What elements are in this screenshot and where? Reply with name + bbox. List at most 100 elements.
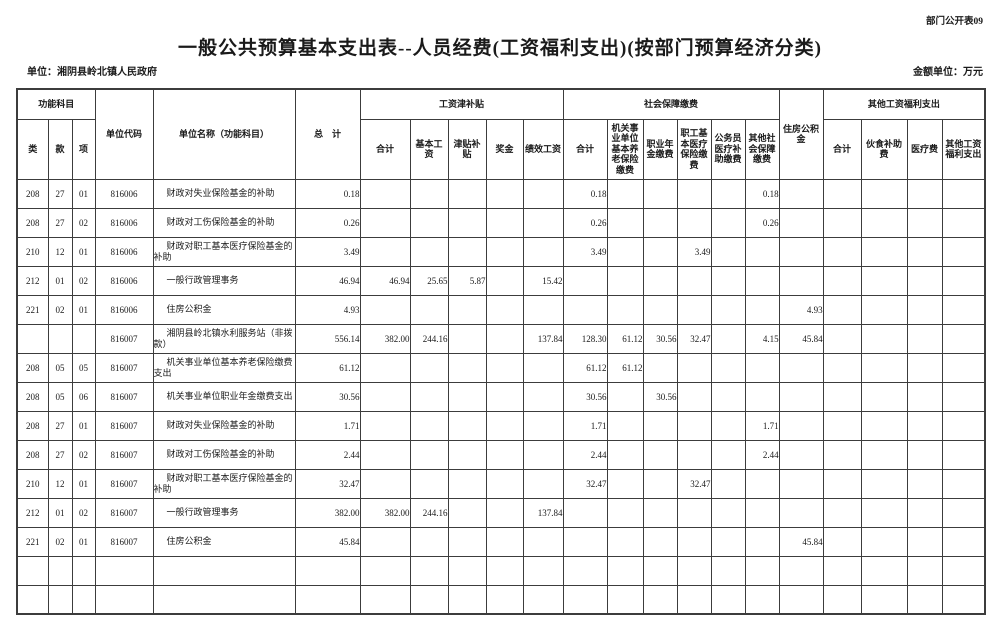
- value-cell: [409, 555, 449, 586]
- value-cell: 01: [47, 265, 73, 296]
- value-cell: [642, 178, 678, 209]
- value-cell: [744, 497, 780, 528]
- value-cell: 244.16: [409, 323, 449, 354]
- value-cell: [860, 294, 908, 325]
- header-grand-total: 总 计: [294, 88, 361, 180]
- value-cell: 3.49: [294, 236, 361, 267]
- value-cell: [16, 555, 49, 586]
- header-other-food: 伙食补助费: [860, 118, 908, 180]
- value-cell: [606, 497, 644, 528]
- value-cell: [71, 584, 96, 615]
- value-cell: 01: [71, 294, 96, 325]
- header-col-class: 类: [16, 118, 49, 180]
- value-cell: [485, 265, 524, 296]
- header-unit-name: 单位名称（功能科目）: [152, 88, 296, 180]
- value-cell: [778, 265, 824, 296]
- value-cell: 27: [47, 178, 73, 209]
- value-cell: 05: [47, 381, 73, 412]
- header-wage-bonus: 奖金: [485, 118, 524, 180]
- unit-name-cell: [152, 584, 296, 615]
- value-cell: 816006: [94, 236, 154, 267]
- value-cell: [676, 352, 712, 383]
- value-cell: 32.47: [562, 468, 608, 499]
- value-cell: [941, 178, 986, 209]
- value-cell: [447, 439, 487, 470]
- value-cell: [447, 236, 487, 267]
- value-cell: [294, 584, 361, 615]
- value-cell: [562, 294, 608, 325]
- value-cell: [409, 294, 449, 325]
- value-cell: [409, 207, 449, 238]
- value-cell: [447, 410, 487, 441]
- amount-unit-label: 金额单位：万元: [913, 67, 983, 78]
- value-cell: 27: [47, 410, 73, 441]
- value-cell: [941, 439, 986, 470]
- value-cell: [606, 178, 644, 209]
- value-cell: [744, 265, 780, 296]
- value-cell: [447, 323, 487, 354]
- value-cell: [359, 410, 411, 441]
- value-cell: [822, 207, 862, 238]
- value-cell: 1.71: [744, 410, 780, 441]
- value-cell: 30.56: [562, 381, 608, 412]
- table-row: 221 02 01 816007 住房公积金 45.84 45.84: [16, 526, 986, 557]
- value-cell: [522, 178, 564, 209]
- value-cell: [906, 584, 943, 615]
- header-ss-annuity: 职业年金缴费: [642, 118, 678, 180]
- value-cell: [860, 178, 908, 209]
- value-cell: [522, 207, 564, 238]
- value-cell: [778, 555, 824, 586]
- value-cell: [860, 352, 908, 383]
- value-cell: [778, 439, 824, 470]
- value-cell: 02: [71, 265, 96, 296]
- value-cell: 816007: [94, 381, 154, 412]
- header-ss-civil-medical: 公务员医疗补助缴费: [710, 118, 746, 180]
- value-cell: 3.49: [676, 236, 712, 267]
- value-cell: [710, 497, 746, 528]
- value-cell: [409, 584, 449, 615]
- value-cell: [744, 294, 780, 325]
- value-cell: [447, 497, 487, 528]
- value-cell: [822, 381, 862, 412]
- unit-name-cell: 财政对失业保险基金的补助: [152, 178, 296, 209]
- value-cell: [676, 381, 712, 412]
- header-col-item: 项: [71, 118, 96, 180]
- value-cell: 02: [71, 497, 96, 528]
- table-row: 816007 湘阴县岭北镇水利服务站（非拨款） 556.14 382.00 244.16…: [16, 323, 986, 354]
- header-ss-total: 合计: [562, 118, 608, 180]
- value-cell: [47, 584, 73, 615]
- value-cell: [522, 352, 564, 383]
- header-col-section: 款: [47, 118, 73, 180]
- value-cell: [676, 497, 712, 528]
- value-cell: [744, 555, 780, 586]
- value-cell: [941, 207, 986, 238]
- value-cell: [485, 352, 524, 383]
- value-cell: [676, 584, 712, 615]
- value-cell: [485, 178, 524, 209]
- value-cell: [409, 178, 449, 209]
- value-cell: [676, 526, 712, 557]
- value-cell: [409, 410, 449, 441]
- value-cell: 208: [16, 410, 49, 441]
- value-cell: 0.26: [562, 207, 608, 238]
- value-cell: 4.15: [744, 323, 780, 354]
- value-cell: [906, 410, 943, 441]
- value-cell: 816006: [94, 178, 154, 209]
- value-cell: 221: [16, 526, 49, 557]
- value-cell: [744, 584, 780, 615]
- value-cell: [860, 497, 908, 528]
- value-cell: 32.47: [676, 323, 712, 354]
- value-cell: [409, 526, 449, 557]
- value-cell: [941, 236, 986, 267]
- value-cell: [778, 410, 824, 441]
- table-body: 208 27 01 816006 财政对失业保险基金的补助 0.18 0.18 0.18 208…: [16, 178, 986, 615]
- value-cell: [860, 439, 908, 470]
- unit-name-cell: 机关事业单位职业年金缴费支出: [152, 381, 296, 412]
- value-cell: [906, 323, 943, 354]
- value-cell: [778, 352, 824, 383]
- value-cell: [485, 236, 524, 267]
- value-cell: 0.18: [744, 178, 780, 209]
- value-cell: [642, 207, 678, 238]
- value-cell: 2.44: [562, 439, 608, 470]
- value-cell: [822, 236, 862, 267]
